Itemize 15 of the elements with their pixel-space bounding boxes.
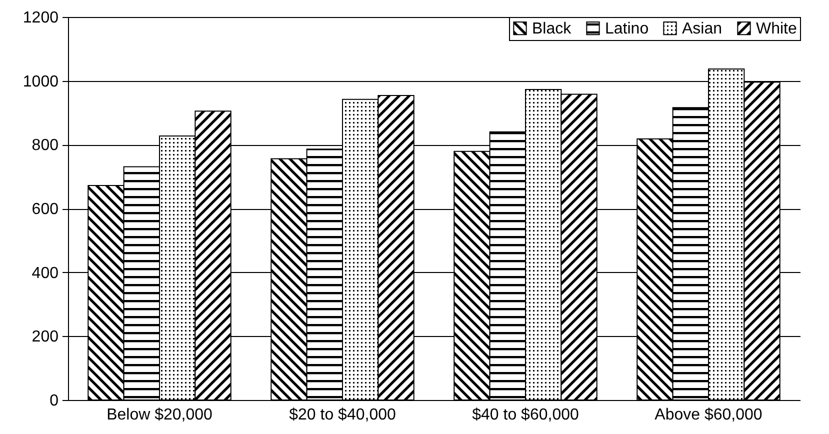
y-tick-label: 1200 bbox=[22, 10, 59, 26]
legend-label: Latino bbox=[605, 20, 649, 38]
x-tick-label: $20 to $40,000 bbox=[289, 406, 396, 424]
legend-label: Asian bbox=[682, 20, 722, 38]
y-tick-label: 200 bbox=[32, 328, 59, 346]
y-tick-label: 400 bbox=[32, 264, 59, 282]
x-tick-label: $40 to $60,000 bbox=[472, 406, 579, 424]
y-tick-label: 1000 bbox=[22, 73, 59, 90]
legend-label: Black bbox=[532, 20, 572, 38]
y-tick-label: 0 bbox=[50, 392, 59, 410]
y-tick-label: 600 bbox=[32, 201, 59, 218]
x-tick-label: Above $60,000 bbox=[654, 406, 762, 424]
x-tick-label: Below $20,000 bbox=[106, 406, 213, 424]
legend-label: White bbox=[756, 20, 797, 38]
y-tick-label: 800 bbox=[32, 137, 59, 154]
